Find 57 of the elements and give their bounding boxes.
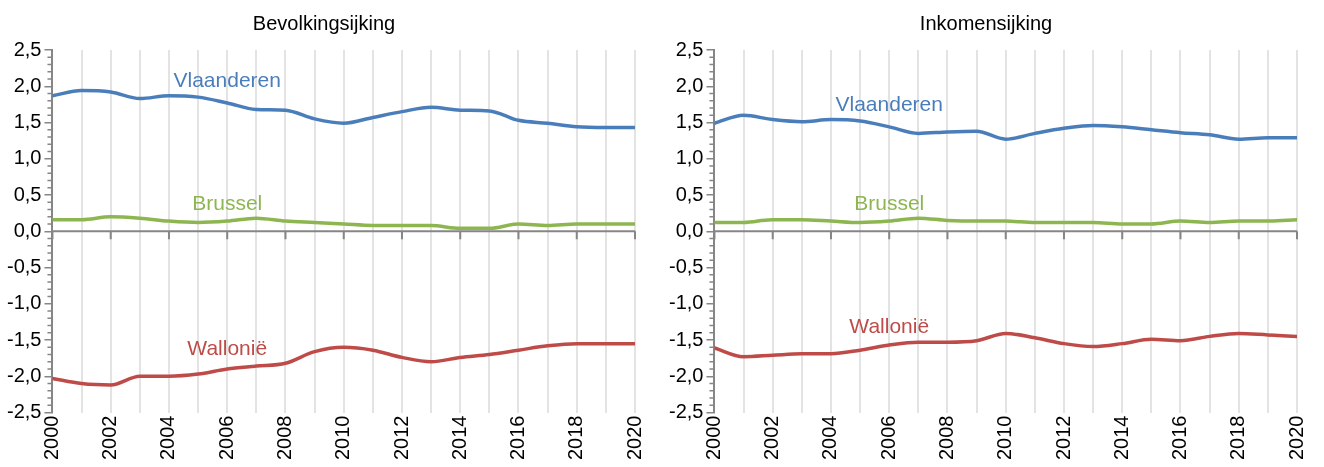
x-tick-label: 2010	[331, 415, 354, 461]
y-tick-label: 1,0	[675, 146, 704, 169]
y-tick-label: 0,5	[675, 182, 704, 205]
x-tick-label: 2016	[506, 415, 529, 461]
y-tick-label: 0,0	[675, 218, 704, 241]
x-tick-label: 2014	[1109, 415, 1132, 461]
series-label: Brussel	[192, 190, 263, 214]
line-series	[52, 341, 635, 387]
y-tick-label: -0,5	[668, 255, 704, 278]
x-tick-label: 2008	[272, 415, 295, 461]
x-tick-label: 2006	[876, 415, 899, 461]
x-tick-label: 2020	[622, 415, 645, 461]
x-tick-label: 2006	[214, 415, 237, 461]
series-label: Vlaanderen	[835, 91, 943, 115]
y-tick-label: 1,0	[13, 146, 42, 169]
y-tick-label: 2,0	[675, 73, 704, 96]
x-tick-label: 2002	[760, 415, 783, 461]
x-tick-label: 2000	[39, 415, 62, 461]
y-tick-label: -1,0	[668, 291, 704, 314]
x-tick-label: 2018	[1226, 415, 1249, 461]
x-tick-label: 2002	[98, 415, 121, 461]
y-tick-label: 0,0	[13, 218, 42, 241]
y-tick-label: -2,0	[6, 363, 42, 386]
chart-title: Inkomensijking	[919, 11, 1053, 34]
x-tick-label: 2014	[447, 415, 470, 461]
y-tick-label: 1,5	[13, 110, 42, 133]
x-tick-label: 2010	[993, 415, 1016, 461]
line-series	[52, 215, 635, 231]
y-tick-label: 2,5	[13, 37, 42, 60]
x-tick-label: 2008	[934, 415, 957, 461]
chart-title: Bevolkingsijking	[252, 11, 396, 34]
y-tick-label: 0,5	[13, 182, 42, 205]
x-tick-label: 2016	[1168, 415, 1191, 461]
x-tick-label: 2018	[564, 415, 587, 461]
series-label: Vlaanderen	[173, 67, 281, 91]
y-tick-label: -2,5	[668, 400, 704, 423]
series-label: Brussel	[854, 190, 925, 214]
x-tick-label: 2012	[389, 415, 412, 461]
y-tick-label: 1,5	[675, 110, 704, 133]
series-label: Wallonië	[849, 314, 930, 338]
y-tick-label: 2,5	[675, 37, 704, 60]
line-series	[52, 88, 635, 130]
line-series	[714, 113, 1297, 141]
y-tick-label: -2,5	[6, 400, 42, 423]
y-tick-label: -0,5	[6, 255, 42, 278]
x-tick-label: 2000	[701, 415, 724, 461]
y-tick-label: -2,0	[668, 363, 704, 386]
x-tick-label: 2020	[1284, 415, 1307, 461]
series-label: Wallonië	[187, 335, 268, 359]
y-tick-label: 2,0	[13, 73, 42, 96]
y-tick-label: -1,5	[668, 327, 704, 350]
x-tick-label: 2004	[156, 415, 179, 461]
y-tick-label: -1,0	[6, 291, 42, 314]
line-series	[714, 331, 1297, 359]
x-tick-label: 2004	[818, 415, 841, 461]
x-tick-label: 2012	[1051, 415, 1074, 461]
y-tick-label: -1,5	[6, 327, 42, 350]
